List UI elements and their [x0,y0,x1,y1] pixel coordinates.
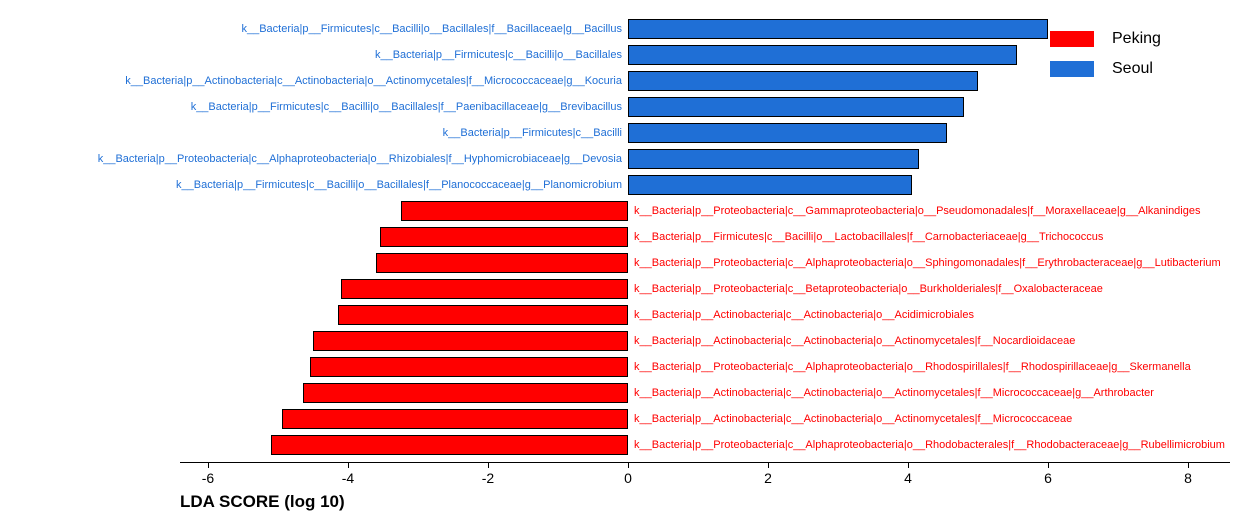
x-tick-label: -2 [482,470,494,486]
x-tick [1048,462,1049,468]
bar-row: k__Bacteria|p__Proteobacteria|c__Alphapr… [180,149,1230,169]
bar-label: k__Bacteria|p__Actinobacteria|c__Actinob… [634,310,974,321]
legend-swatch [1050,61,1094,77]
legend-label: Seoul [1112,60,1153,78]
legend-label: Peking [1112,30,1161,48]
legend-item: Peking [1050,30,1161,48]
legend: Peking Seoul [1050,30,1161,90]
bar-label: k__Bacteria|p__Firmicutes|c__Bacilli|o__… [634,232,1103,243]
bar [628,45,1017,65]
bar-row: k__Bacteria|p__Actinobacteria|c__Actinob… [180,331,1230,351]
bar-row: k__Bacteria|p__Firmicutes|c__Bacilli [180,123,1230,143]
legend-item: Seoul [1050,60,1161,78]
bar-label: k__Bacteria|p__Proteobacteria|c__Gammapr… [634,206,1200,217]
x-tick-label: 8 [1184,470,1192,486]
bar-label: k__Bacteria|p__Firmicutes|c__Bacilli [443,128,622,139]
bar [310,357,629,377]
x-tick-label: -4 [342,470,354,486]
bar-row: k__Bacteria|p__Proteobacteria|c__Gammapr… [180,201,1230,221]
bar [282,409,629,429]
bar-row: k__Bacteria|p__Actinobacteria|c__Actinob… [180,383,1230,403]
bar-row: k__Bacteria|p__Proteobacteria|c__Alphapr… [180,357,1230,377]
lda-score-chart: k__Bacteria|p__Firmicutes|c__Bacilli|o__… [0,0,1253,522]
bar [628,175,912,195]
bar-label: k__Bacteria|p__Actinobacteria|c__Actinob… [125,76,622,87]
x-tick-label: 4 [904,470,912,486]
bar-row: k__Bacteria|p__Firmicutes|c__Bacilli|o__… [180,227,1230,247]
bar [628,123,947,143]
bar-row: k__Bacteria|p__Firmicutes|c__Bacilli|o__… [180,97,1230,117]
bar [313,331,628,351]
bar [628,149,919,169]
bar-row: k__Bacteria|p__Proteobacteria|c__Betapro… [180,279,1230,299]
bar-label: k__Bacteria|p__Proteobacteria|c__Alphapr… [634,440,1225,451]
bar-label: k__Bacteria|p__Firmicutes|c__Bacilli|o__… [176,180,622,191]
x-tick [768,462,769,468]
bar-label: k__Bacteria|p__Firmicutes|c__Bacilli|o__… [375,50,622,61]
bar-label: k__Bacteria|p__Firmicutes|c__Bacilli|o__… [191,102,622,113]
x-tick [208,462,209,468]
bar-label: k__Bacteria|p__Proteobacteria|c__Alphapr… [634,258,1221,269]
bar-label: k__Bacteria|p__Actinobacteria|c__Actinob… [634,336,1075,347]
bar [271,435,628,455]
bar [376,253,628,273]
x-tick [908,462,909,468]
bar [401,201,629,221]
bar-label: k__Bacteria|p__Proteobacteria|c__Betapro… [634,284,1103,295]
bar-row: k__Bacteria|p__Proteobacteria|c__Alphapr… [180,253,1230,273]
x-tick [628,462,629,468]
bar-label: k__Bacteria|p__Firmicutes|c__Bacilli|o__… [241,24,622,35]
legend-swatch [1050,31,1094,47]
bar [628,19,1048,39]
x-axis-title: LDA SCORE (log 10) [180,492,1230,512]
x-tick-label: 6 [1044,470,1052,486]
x-tick [488,462,489,468]
bar-label: k__Bacteria|p__Proteobacteria|c__Alphapr… [634,362,1191,373]
bar-row: k__Bacteria|p__Actinobacteria|c__Actinob… [180,409,1230,429]
bar-label: k__Bacteria|p__Actinobacteria|c__Actinob… [634,414,1072,425]
x-axis-line [180,462,1230,463]
bar [303,383,629,403]
x-tick [348,462,349,468]
x-tick [1188,462,1189,468]
bar [628,71,978,91]
bar-label: k__Bacteria|p__Actinobacteria|c__Actinob… [634,388,1154,399]
bar-row: k__Bacteria|p__Actinobacteria|c__Actinob… [180,305,1230,325]
bar-label: k__Bacteria|p__Proteobacteria|c__Alphapr… [98,154,622,165]
bar [341,279,628,299]
x-tick-label: -6 [202,470,214,486]
bar-row: k__Bacteria|p__Proteobacteria|c__Alphapr… [180,435,1230,455]
bar [380,227,629,247]
x-tick-label: 2 [764,470,772,486]
bar-row: k__Bacteria|p__Firmicutes|c__Bacilli|o__… [180,175,1230,195]
bar [628,97,964,117]
x-tick-label: 0 [624,470,632,486]
bar [338,305,629,325]
